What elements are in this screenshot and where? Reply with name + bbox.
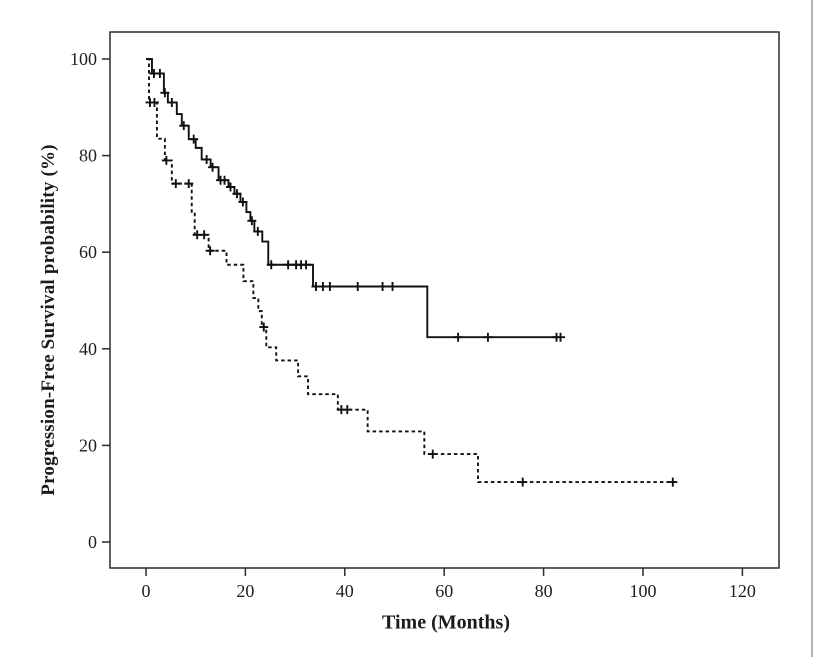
y-tick-label: 20 bbox=[79, 435, 97, 455]
y-tick-label: 60 bbox=[79, 242, 97, 262]
page-edge-line bbox=[811, 0, 813, 657]
censor-marks-solid bbox=[149, 68, 565, 342]
y-tick-label: 40 bbox=[79, 339, 97, 359]
x-axis-title: Time (Months) bbox=[382, 611, 510, 634]
y-tick-label: 100 bbox=[70, 49, 97, 69]
x-tick-label: 120 bbox=[729, 581, 756, 601]
x-tick-label: 40 bbox=[336, 581, 354, 601]
x-tick-label: 20 bbox=[236, 581, 254, 601]
x-tick-label: 100 bbox=[630, 581, 657, 601]
km-curve-dashed bbox=[146, 58, 676, 484]
km-curve-solid bbox=[146, 58, 562, 339]
censor-marks-dashed bbox=[145, 97, 678, 487]
y-tick-label: 0 bbox=[88, 532, 97, 552]
x-tick-label: 80 bbox=[535, 581, 553, 601]
y-axis-title: Progression-Free Survival probability (%… bbox=[38, 144, 59, 496]
y-tick-label: 80 bbox=[79, 146, 97, 166]
x-tick-label: 60 bbox=[435, 581, 453, 601]
x-tick-label: 0 bbox=[142, 581, 151, 601]
plot-box bbox=[109, 31, 780, 569]
